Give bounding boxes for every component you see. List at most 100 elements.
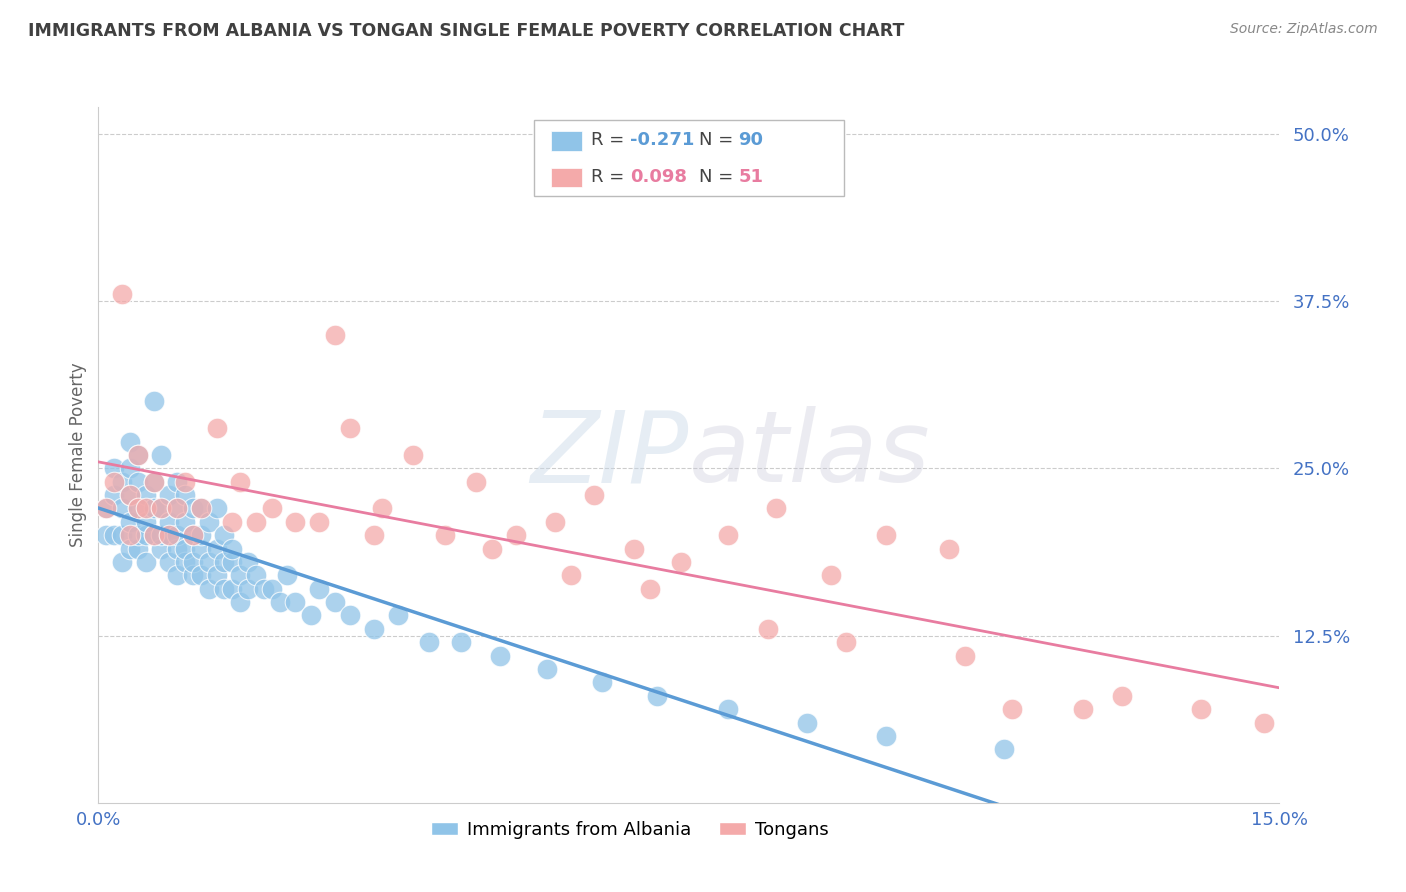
Text: R =: R = bbox=[591, 168, 630, 186]
Point bbox=[1071, 702, 1094, 716]
Y-axis label: Single Female Poverty: Single Female Poverty bbox=[69, 363, 87, 547]
Point bbox=[197, 555, 219, 569]
Point bbox=[135, 488, 157, 502]
Point bbox=[505, 528, 527, 542]
Text: R =: R = bbox=[591, 131, 630, 149]
Point bbox=[135, 515, 157, 529]
Point bbox=[371, 501, 394, 516]
Point bbox=[111, 555, 134, 569]
Point bbox=[260, 501, 283, 516]
Point bbox=[127, 448, 149, 462]
Point bbox=[1253, 715, 1275, 730]
Text: 90: 90 bbox=[738, 131, 763, 149]
Point bbox=[96, 501, 118, 516]
Point bbox=[118, 488, 141, 502]
Point bbox=[190, 528, 212, 542]
Point bbox=[127, 475, 149, 489]
Point bbox=[717, 528, 740, 542]
Point bbox=[142, 394, 165, 409]
Point bbox=[181, 555, 204, 569]
Point bbox=[135, 555, 157, 569]
Point bbox=[433, 528, 456, 542]
Point bbox=[835, 635, 858, 649]
Point bbox=[276, 568, 298, 582]
Point bbox=[481, 541, 503, 556]
Point bbox=[536, 662, 558, 676]
Point bbox=[214, 528, 236, 542]
Point bbox=[1111, 689, 1133, 703]
Point bbox=[190, 501, 212, 516]
Point bbox=[363, 622, 385, 636]
Point bbox=[229, 595, 252, 609]
Point bbox=[875, 729, 897, 743]
Point bbox=[111, 287, 134, 301]
Text: ZIP: ZIP bbox=[530, 407, 689, 503]
Text: 0.098: 0.098 bbox=[630, 168, 688, 186]
Point bbox=[103, 528, 125, 542]
Point bbox=[150, 528, 173, 542]
Point bbox=[166, 501, 188, 516]
Point bbox=[127, 448, 149, 462]
Point bbox=[253, 582, 276, 596]
Point bbox=[166, 475, 188, 489]
Point bbox=[181, 501, 204, 516]
Point bbox=[142, 475, 165, 489]
Point bbox=[623, 541, 645, 556]
Point bbox=[938, 541, 960, 556]
Point bbox=[166, 501, 188, 516]
Point bbox=[260, 582, 283, 596]
Point bbox=[993, 742, 1015, 756]
Point bbox=[135, 501, 157, 516]
Point bbox=[245, 568, 267, 582]
Point bbox=[765, 501, 787, 516]
Point bbox=[142, 501, 165, 516]
Point bbox=[174, 541, 197, 556]
Point bbox=[118, 488, 141, 502]
Point bbox=[756, 622, 779, 636]
Point bbox=[118, 434, 141, 449]
Point bbox=[103, 461, 125, 475]
Text: atlas: atlas bbox=[689, 407, 931, 503]
Point bbox=[118, 541, 141, 556]
Point bbox=[135, 528, 157, 542]
Point bbox=[323, 595, 346, 609]
Point bbox=[544, 515, 567, 529]
Point bbox=[118, 515, 141, 529]
Point bbox=[402, 448, 425, 462]
Point bbox=[166, 541, 188, 556]
Point bbox=[157, 555, 180, 569]
Point bbox=[190, 501, 212, 516]
Point bbox=[181, 528, 204, 542]
Point bbox=[142, 475, 165, 489]
Point bbox=[245, 515, 267, 529]
Point bbox=[205, 501, 228, 516]
Legend: Immigrants from Albania, Tongans: Immigrants from Albania, Tongans bbox=[425, 814, 835, 846]
Point bbox=[166, 528, 188, 542]
Point bbox=[669, 555, 692, 569]
Point bbox=[111, 528, 134, 542]
Text: IMMIGRANTS FROM ALBANIA VS TONGAN SINGLE FEMALE POVERTY CORRELATION CHART: IMMIGRANTS FROM ALBANIA VS TONGAN SINGLE… bbox=[28, 22, 904, 40]
Point bbox=[181, 568, 204, 582]
Point bbox=[953, 648, 976, 663]
Point bbox=[150, 541, 173, 556]
Point bbox=[308, 515, 330, 529]
Point bbox=[190, 568, 212, 582]
Point bbox=[174, 555, 197, 569]
Point bbox=[308, 582, 330, 596]
Point bbox=[284, 595, 307, 609]
Point bbox=[1001, 702, 1024, 716]
Point bbox=[157, 528, 180, 542]
Point bbox=[450, 635, 472, 649]
Point bbox=[190, 541, 212, 556]
Point bbox=[157, 515, 180, 529]
Point bbox=[221, 541, 243, 556]
Point bbox=[221, 555, 243, 569]
Point bbox=[96, 528, 118, 542]
Point bbox=[197, 582, 219, 596]
Point bbox=[127, 501, 149, 516]
Point bbox=[339, 608, 361, 623]
Point bbox=[150, 501, 173, 516]
Point bbox=[647, 689, 669, 703]
Point bbox=[214, 582, 236, 596]
Text: 51: 51 bbox=[738, 168, 763, 186]
